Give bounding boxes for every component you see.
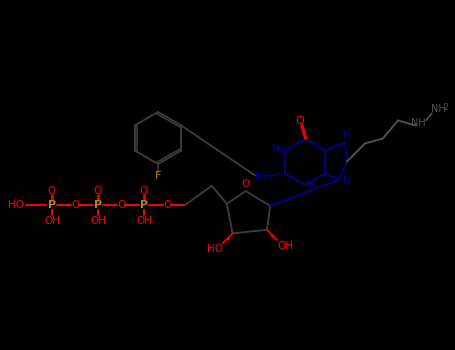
Text: N: N (306, 180, 314, 190)
Text: NH: NH (430, 105, 445, 114)
Text: O: O (163, 200, 171, 210)
Text: OH: OH (136, 216, 152, 226)
Text: P: P (48, 200, 56, 210)
Text: O: O (71, 200, 79, 210)
Text: O: O (140, 186, 148, 196)
Text: ◂: ◂ (270, 233, 273, 239)
Text: O: O (296, 116, 304, 126)
Text: H: H (272, 144, 278, 153)
Text: N: N (343, 176, 351, 187)
Text: HO: HO (207, 244, 222, 254)
Text: NH: NH (255, 172, 271, 182)
Text: O: O (242, 179, 250, 189)
Text: O: O (117, 200, 125, 210)
Text: ◂: ◂ (226, 236, 229, 243)
Text: F: F (155, 171, 161, 181)
Text: O: O (94, 186, 102, 196)
Text: N: N (276, 147, 284, 156)
Text: P: P (140, 200, 148, 210)
Text: OH: OH (277, 241, 293, 251)
Text: P: P (94, 200, 102, 210)
Text: 2: 2 (444, 103, 448, 112)
Text: O: O (48, 186, 56, 196)
Text: N: N (343, 130, 351, 140)
Text: OH: OH (44, 216, 60, 226)
Text: OH: OH (90, 216, 106, 226)
Text: NH: NH (410, 118, 425, 127)
Text: HO: HO (8, 200, 24, 210)
